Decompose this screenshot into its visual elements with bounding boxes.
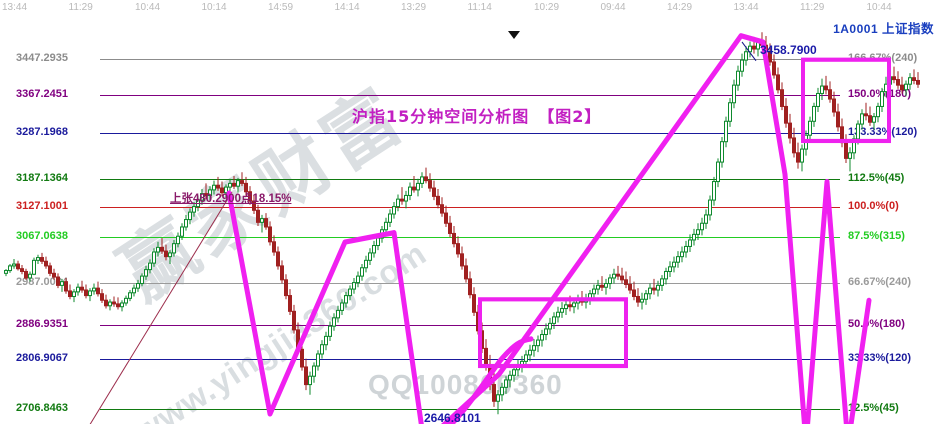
percent-level-label: 66.67%(240) (848, 276, 911, 288)
trend-line (89, 191, 233, 424)
time-tick: 10:44 (135, 2, 161, 13)
time-tick: 14:59 (268, 2, 294, 13)
symbol-label: 1A0001 上证指数 (833, 18, 934, 37)
gridline (100, 133, 840, 134)
time-tick: 09:44 (600, 2, 626, 13)
time-tick: 10:14 (201, 2, 227, 13)
price-level-label: 3447.2935 (16, 52, 68, 64)
plot-area: 赢家财富 www.yingjia360.com QQ100800360 3447… (0, 17, 938, 424)
time-tick: 10:29 (534, 2, 560, 13)
highlight-box (478, 297, 628, 369)
down-marker-icon (508, 31, 520, 39)
chart-title: 沪指15分钟空间分析图 【图2】 (352, 107, 602, 126)
candle-group (4, 32, 920, 415)
price-level-label: 3367.2451 (16, 88, 68, 100)
percent-level-label: 50.0%(180) (848, 318, 905, 330)
price-level-label: 3067.0638 (16, 230, 68, 242)
time-tick: 11:29 (800, 2, 825, 13)
price-level-label: 3127.1001 (16, 200, 68, 212)
price-level-label: 2706.8463 (16, 402, 68, 414)
percent-level-label: 12.5%(45) (848, 402, 899, 414)
price-level-label: 2806.9067 (16, 352, 68, 364)
gridline (100, 95, 840, 96)
percent-level-label: 133.33%(120) (848, 126, 918, 138)
price-level-label: 2987.0034 (16, 276, 68, 288)
gridline (100, 179, 840, 180)
gridline (100, 59, 840, 60)
gridline (100, 325, 840, 326)
percent-level-label: 112.5%(45) (848, 172, 905, 184)
time-tick: 11:14 (467, 2, 492, 13)
percent-level-label: 150.0%(180) (848, 88, 911, 100)
percent-level-label: 100.0%(0) (848, 200, 899, 212)
high-pointer-line (741, 41, 757, 62)
time-tick: 10:44 (866, 2, 892, 13)
rise-annotation: 上张480.2900点18.15% (170, 193, 292, 205)
percent-level-label: 87.5%(315) (848, 230, 905, 242)
time-tick: 13:44 (2, 2, 28, 13)
price-level-label: 2886.9351 (16, 318, 68, 330)
low-price-annotation: 2646.8101 (424, 411, 481, 424)
gridline (100, 359, 840, 360)
time-axis-ticks: 13:44 11:29 10:44 10:14 14:59 14:14 13:29 11:14… (0, 0, 938, 17)
time-tick: 13:29 (401, 2, 427, 13)
high-price-annotation: 3458.7900 (760, 43, 817, 57)
price-level-label: 3287.1968 (16, 126, 68, 138)
gridline (100, 409, 840, 410)
gridline (100, 207, 840, 208)
price-level-label: 3187.1364 (16, 172, 68, 184)
time-tick: 13:44 (733, 2, 759, 13)
zigzag-overlay (226, 33, 872, 424)
percent-level-label: 33.33%(120) (848, 352, 911, 364)
symbol-code: 1A0001 (833, 22, 879, 36)
symbol-name: 上证指数 (881, 22, 934, 36)
gridline (100, 237, 840, 238)
time-tick: 14:29 (667, 2, 693, 13)
highlight-box (801, 57, 891, 144)
candlestick-series (4, 32, 920, 424)
time-tick: 14:14 (334, 2, 360, 13)
time-tick: 11:29 (68, 2, 93, 13)
